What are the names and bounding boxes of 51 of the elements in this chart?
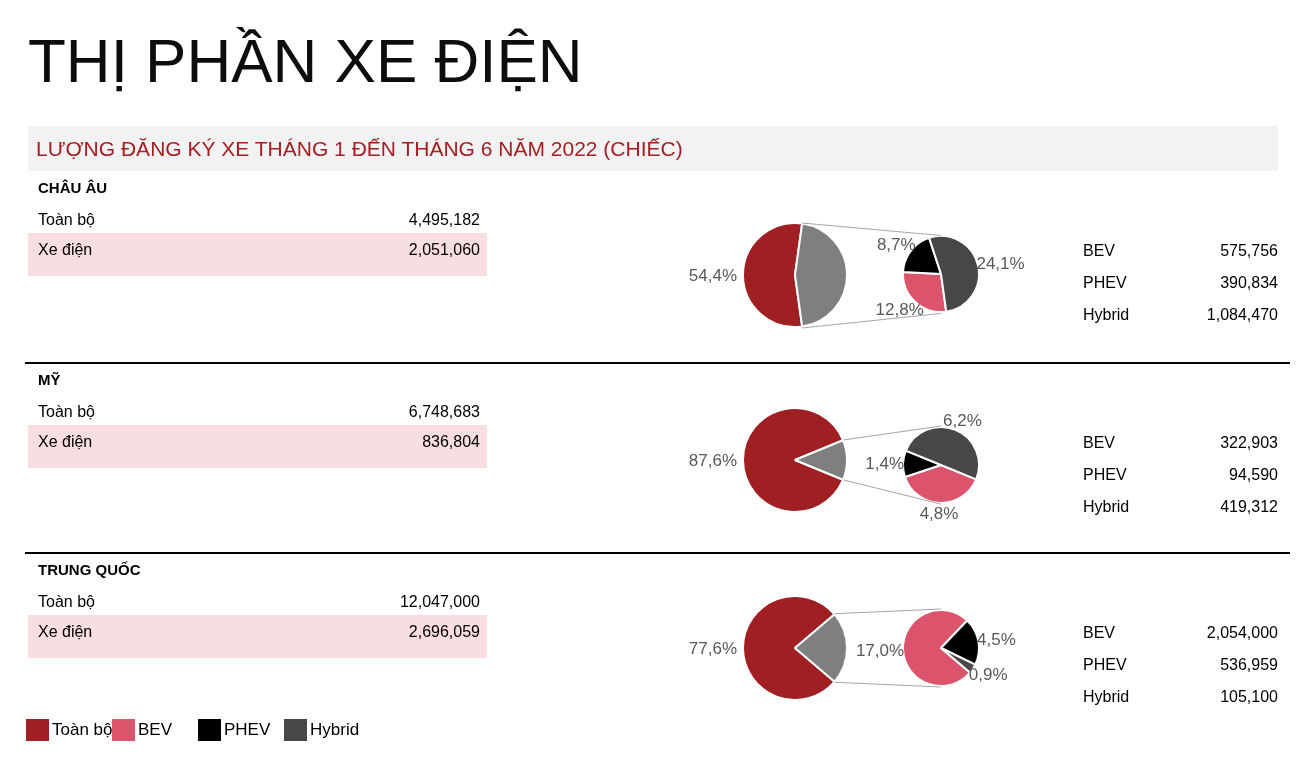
- category-label: Xe điện: [38, 622, 93, 642]
- data-label: 87,6%: [688, 450, 737, 470]
- category-label: Xe điện: [38, 240, 93, 260]
- text: CHÂU ÂU: [38, 178, 108, 198]
- category-label: Toàn bộ: [38, 210, 95, 230]
- text: MỸ: [38, 370, 61, 390]
- category-label: Hybrid: [1083, 687, 1130, 707]
- legend-label: BEV: [138, 720, 173, 740]
- data-label: 6,2%: [943, 411, 982, 431]
- data-label: 2,051,060: [408, 240, 480, 260]
- text: LƯỢNG ĐĂNG KÝ XE THÁNG 1 ĐẾN THÁNG 6 NĂM 2022 (CHIẾC): [36, 136, 683, 162]
- data-label: 105,100: [1220, 687, 1278, 707]
- text: TRUNG QUỐC: [38, 560, 141, 580]
- data-label: 54,4%: [688, 265, 737, 285]
- data-label: 2,696,059: [408, 622, 480, 642]
- data-label: 8,7%: [876, 235, 916, 255]
- category-label: Hybrid: [1083, 305, 1130, 325]
- category-label: PHEV: [1083, 655, 1127, 675]
- data-label: 419,312: [1220, 497, 1278, 517]
- data-label: 836,804: [422, 432, 480, 452]
- data-label: 390,834: [1220, 273, 1278, 293]
- data-label: 6,748,683: [408, 402, 480, 422]
- category-label: PHEV: [1083, 273, 1127, 293]
- data-label: 12,8%: [875, 300, 924, 320]
- data-label: 17,0%: [855, 641, 905, 661]
- legend-label: Toàn bộ: [52, 720, 113, 740]
- category-label: Xe điện: [38, 432, 93, 452]
- category-label: BEV: [1083, 623, 1116, 643]
- data-label: 0,9%: [968, 664, 1008, 684]
- data-label: 1,084,470: [1206, 305, 1278, 325]
- data-label: 1,4%: [865, 454, 905, 474]
- category-label: Hybrid: [1083, 497, 1130, 517]
- text: THỊ PHẦN XE ĐIỆN: [28, 26, 583, 95]
- data-label: 322,903: [1220, 433, 1278, 453]
- data-label: 575,756: [1220, 241, 1278, 261]
- data-label: 24,1%: [976, 253, 1025, 273]
- legend-label: Hybrid: [310, 720, 360, 740]
- data-label: 12,047,000: [399, 592, 480, 612]
- data-label: 536,959: [1220, 655, 1278, 675]
- data-label: 2,054,000: [1206, 623, 1278, 643]
- data-label: 4,495,182: [408, 210, 480, 230]
- category-label: PHEV: [1083, 465, 1127, 485]
- category-label: BEV: [1083, 241, 1116, 261]
- data-label: 77,6%: [688, 638, 737, 658]
- data-label: 4,5%: [977, 630, 1016, 650]
- category-label: Toàn bộ: [38, 592, 95, 612]
- data-label: 4,8%: [919, 503, 959, 523]
- legend-label: PHEV: [224, 720, 271, 740]
- category-label: Toàn bộ: [38, 402, 95, 422]
- category-label: BEV: [1083, 433, 1116, 453]
- data-label: 94,590: [1229, 465, 1278, 485]
